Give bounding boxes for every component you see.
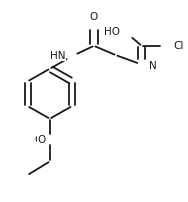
Text: Cl: Cl	[173, 41, 183, 51]
Text: O: O	[35, 135, 43, 144]
Text: HO: HO	[104, 27, 120, 37]
Text: O: O	[37, 135, 46, 144]
Text: N: N	[149, 61, 157, 70]
Text: HN: HN	[50, 51, 65, 61]
Text: O: O	[90, 12, 98, 22]
